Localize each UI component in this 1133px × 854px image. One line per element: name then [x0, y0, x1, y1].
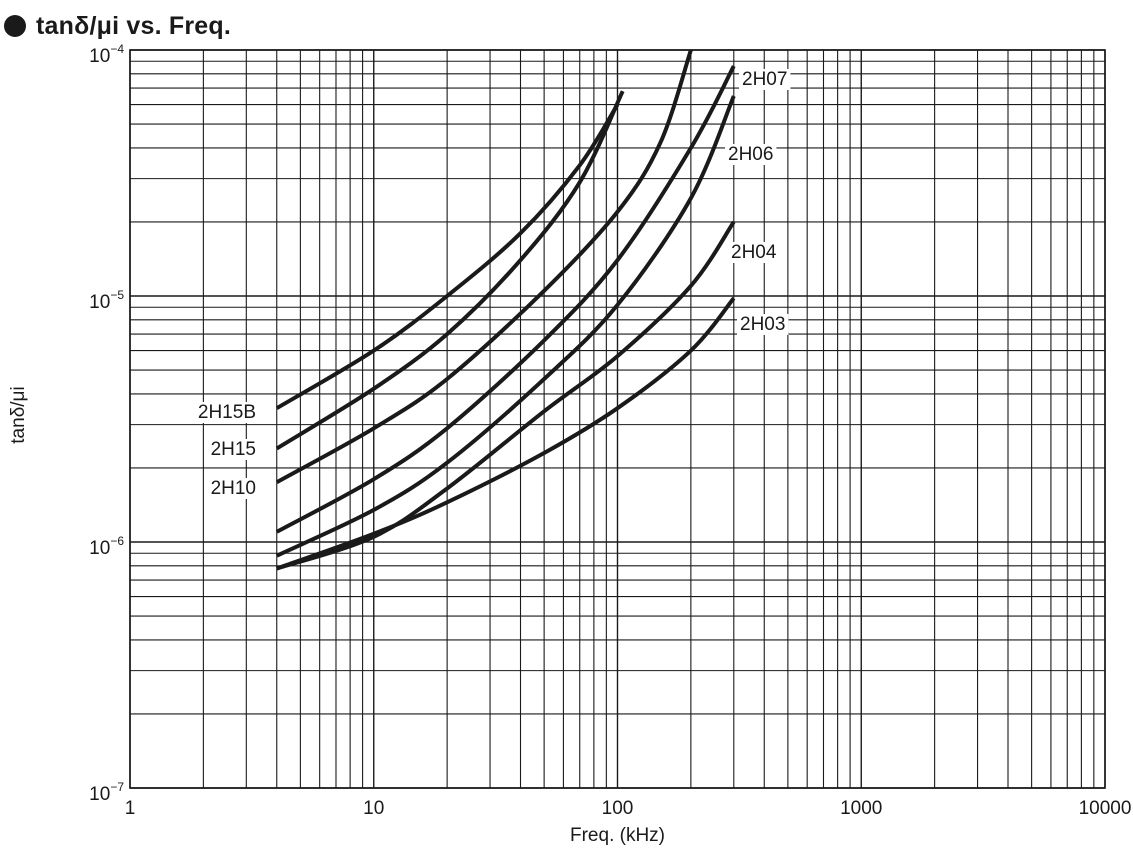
- curve-labels: 2H15B 2H15 2H10 2H07 2H06 2H04 2H03: [194, 69, 791, 499]
- chart-title: tanδ/μi vs. Freq.: [4, 8, 231, 44]
- series-line-2h04: [276, 220, 736, 571]
- curve-label-background: [739, 69, 791, 90]
- x-tick-label: 1: [125, 798, 136, 819]
- series-line-2h15b: [275, 103, 620, 410]
- curve-label-2h03: 2H03: [740, 314, 785, 335]
- series-line-2h06: [275, 95, 736, 558]
- curve-label-background: [728, 242, 780, 263]
- curve-label-background: [207, 439, 259, 460]
- bullet-icon: [4, 15, 26, 37]
- x-axis-label: Freq. (kHz): [570, 825, 665, 846]
- curve-label-background: [737, 314, 789, 335]
- x-tick-label: 100: [602, 798, 634, 819]
- y-tick-label: 10−7: [89, 780, 124, 805]
- series-line-2h03: [276, 296, 736, 571]
- curve-label-background: [194, 402, 259, 423]
- curve-label-2h04: 2H04: [731, 242, 777, 263]
- curve-label-background: [207, 478, 259, 499]
- y-tick-label: 10−4: [89, 42, 124, 67]
- plot-frame: [129, 49, 1106, 789]
- curve-label-2h07: 2H07: [742, 69, 787, 90]
- curve-label-2h15b: 2H15B: [198, 402, 256, 423]
- y-tick-label: 10−6: [89, 534, 124, 559]
- curve-label-2h06: 2H06: [728, 144, 773, 165]
- curve-label-background: [725, 144, 777, 165]
- y-tick-label: 10−5: [89, 288, 124, 313]
- series-line-2h15: [275, 90, 625, 451]
- x-tick-label: 1000: [840, 798, 882, 819]
- x-tick-label: 10: [363, 798, 384, 819]
- series-line-2h10: [275, 49, 693, 484]
- series-line-2h07: [275, 65, 736, 534]
- series-lines: [275, 49, 736, 571]
- curve-label-2h10: 2H10: [211, 478, 256, 499]
- y-axis-label: tanδ/μi: [8, 386, 29, 443]
- chart-title-text: tanδ/μi vs. Freq.: [36, 11, 232, 40]
- tick-labels: 1 10 100 1000 10000 10−7 10−6 10−5 10−4: [89, 42, 1131, 819]
- x-tick-label: 10000: [1079, 798, 1132, 819]
- grid: [129, 49, 1106, 789]
- curve-label-2h15: 2H15: [211, 439, 256, 460]
